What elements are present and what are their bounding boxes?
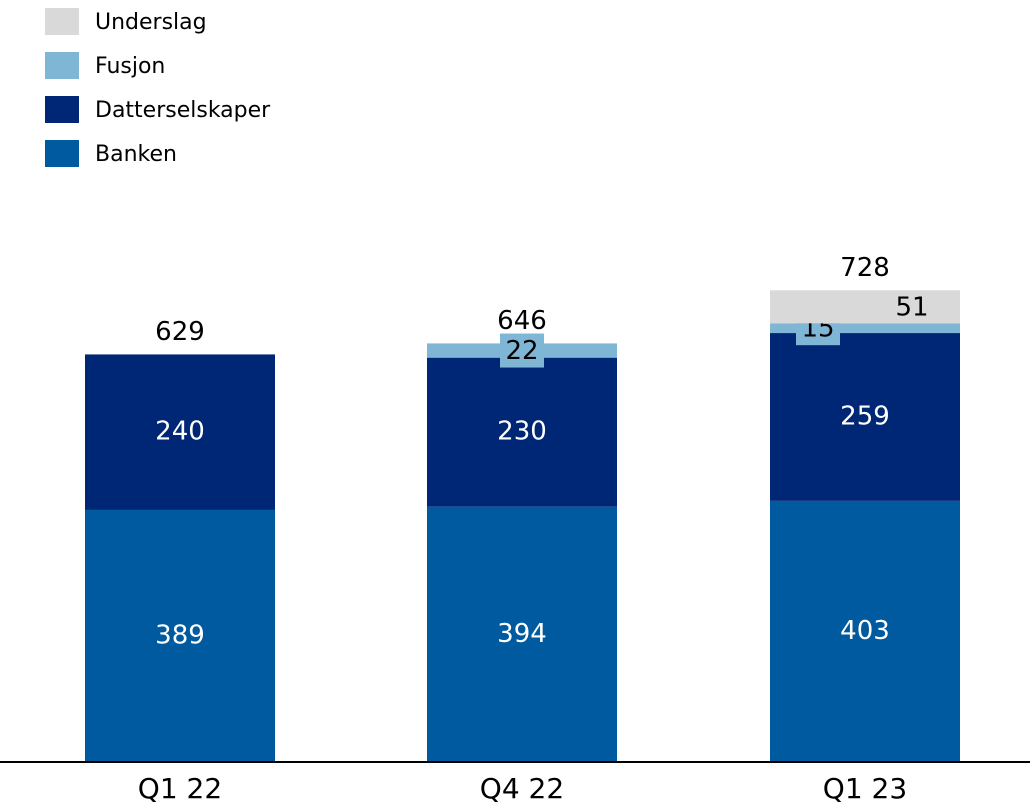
value-label: 22 [505, 336, 538, 366]
total-label: 728 [840, 253, 890, 283]
bar-segment [770, 323, 960, 334]
legend-label: Underslag [95, 10, 207, 35]
value-label: 394 [497, 619, 547, 649]
x-tick-label: Q1 23 [823, 772, 907, 805]
legend-label: Datterselskaper [95, 98, 271, 123]
total-label: 646 [497, 306, 547, 336]
x-tick-label: Q4 22 [480, 772, 564, 805]
legend-label: Fusjon [95, 54, 165, 79]
bar-segment [770, 500, 960, 762]
total-label: 629 [155, 317, 205, 347]
value-label: 230 [497, 417, 547, 447]
legend-label: Banken [95, 142, 177, 167]
value-label: 403 [840, 616, 890, 646]
legend-swatch [45, 8, 79, 35]
value-label: 259 [840, 401, 890, 431]
legend-swatch [45, 96, 79, 123]
x-tick-label: Q1 22 [138, 772, 222, 805]
bar-segment [427, 506, 617, 762]
bar-segment [770, 290, 960, 324]
value-label-box [500, 333, 544, 368]
legend-swatch [45, 140, 79, 167]
value-label: 389 [155, 620, 205, 650]
bar-segment [85, 354, 275, 510]
legend-swatch [45, 52, 79, 79]
value-label: 240 [155, 417, 205, 447]
bar-segment [85, 509, 275, 762]
value-label: 51 [895, 292, 928, 322]
bar-segment [770, 333, 960, 501]
bar-segment [427, 357, 617, 507]
